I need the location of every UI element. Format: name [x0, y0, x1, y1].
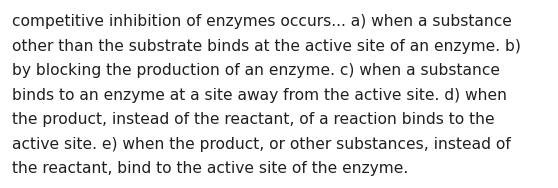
Text: binds to an enzyme at a site away from the active site. d) when: binds to an enzyme at a site away from t…: [12, 87, 507, 102]
Text: other than the substrate binds at the active site of an enzyme. b): other than the substrate binds at the ac…: [12, 39, 521, 54]
Text: the reactant, bind to the active site of the enzyme.: the reactant, bind to the active site of…: [12, 161, 408, 176]
Text: the product, instead of the reactant, of a reaction binds to the: the product, instead of the reactant, of…: [12, 112, 494, 127]
Text: by blocking the production of an enzyme. c) when a substance: by blocking the production of an enzyme.…: [12, 63, 500, 78]
Text: competitive inhibition of enzymes occurs... a) when a substance: competitive inhibition of enzymes occurs…: [12, 14, 512, 29]
Text: active site. e) when the product, or other substances, instead of: active site. e) when the product, or oth…: [12, 136, 511, 152]
